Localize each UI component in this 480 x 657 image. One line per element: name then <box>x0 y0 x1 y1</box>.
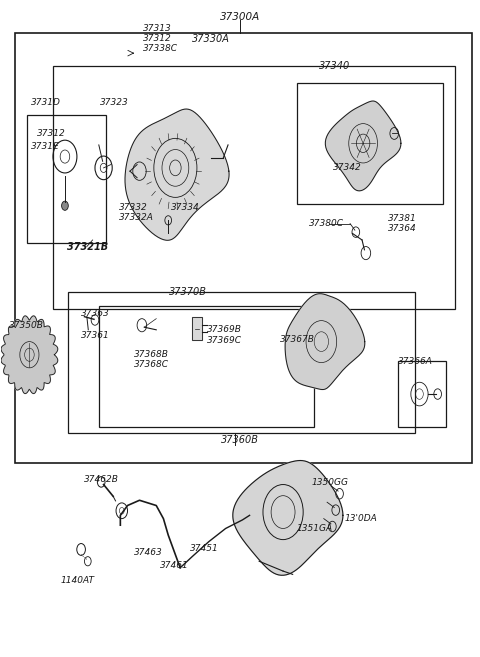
Text: 37300A: 37300A <box>220 12 260 22</box>
Text: 37334: 37334 <box>170 203 199 212</box>
Text: 3731E: 3731E <box>31 143 60 151</box>
Text: 13'0DA: 13'0DA <box>344 514 377 523</box>
Text: 37360B: 37360B <box>221 435 259 445</box>
Polygon shape <box>285 294 365 390</box>
Text: 37363: 37363 <box>81 309 110 318</box>
Text: 37370B: 37370B <box>169 288 207 298</box>
Bar <box>68 292 415 434</box>
Text: 37462B: 37462B <box>84 475 120 484</box>
Text: 37342: 37342 <box>333 164 362 172</box>
Bar <box>27 116 106 243</box>
Text: 37323: 37323 <box>100 98 129 107</box>
Text: 37332A: 37332A <box>120 213 154 221</box>
Bar <box>99 306 314 427</box>
Bar <box>53 66 456 309</box>
Bar <box>15 34 472 463</box>
Polygon shape <box>325 101 401 191</box>
Text: 1350GG: 1350GG <box>312 478 349 487</box>
Text: 37381: 37381 <box>388 214 417 223</box>
Text: 37312: 37312 <box>144 34 172 43</box>
Text: 37461: 37461 <box>160 561 189 570</box>
Text: 37366A: 37366A <box>398 357 433 366</box>
Circle shape <box>61 201 68 210</box>
Text: 37340: 37340 <box>319 61 350 71</box>
Text: 37369B: 37369B <box>206 325 241 334</box>
Text: 37313: 37313 <box>144 24 172 34</box>
Text: 37364: 37364 <box>388 224 417 233</box>
Text: 37369C: 37369C <box>206 336 241 345</box>
Bar <box>398 361 446 427</box>
Polygon shape <box>125 109 229 240</box>
Text: 1351GA: 1351GA <box>297 524 333 533</box>
Text: 37380C: 37380C <box>310 219 344 228</box>
Text: 37330A: 37330A <box>192 34 230 44</box>
Text: 37368B: 37368B <box>134 350 168 359</box>
Text: 37321B: 37321B <box>67 242 108 252</box>
Text: 37361: 37361 <box>81 330 110 340</box>
Polygon shape <box>233 461 343 576</box>
Text: 1140AT: 1140AT <box>60 576 95 585</box>
Polygon shape <box>1 316 58 394</box>
Text: 37367B: 37367B <box>280 335 314 344</box>
Text: 37332: 37332 <box>120 203 148 212</box>
Text: 37451: 37451 <box>190 543 218 553</box>
Text: 37463: 37463 <box>134 548 163 557</box>
Bar <box>192 317 202 340</box>
Text: 37338C: 37338C <box>144 44 179 53</box>
Text: 37350B: 37350B <box>9 321 44 330</box>
Bar <box>298 83 444 204</box>
Text: 37368C: 37368C <box>134 360 169 369</box>
Text: 37312: 37312 <box>36 129 65 137</box>
Text: 3731D: 3731D <box>31 98 61 107</box>
